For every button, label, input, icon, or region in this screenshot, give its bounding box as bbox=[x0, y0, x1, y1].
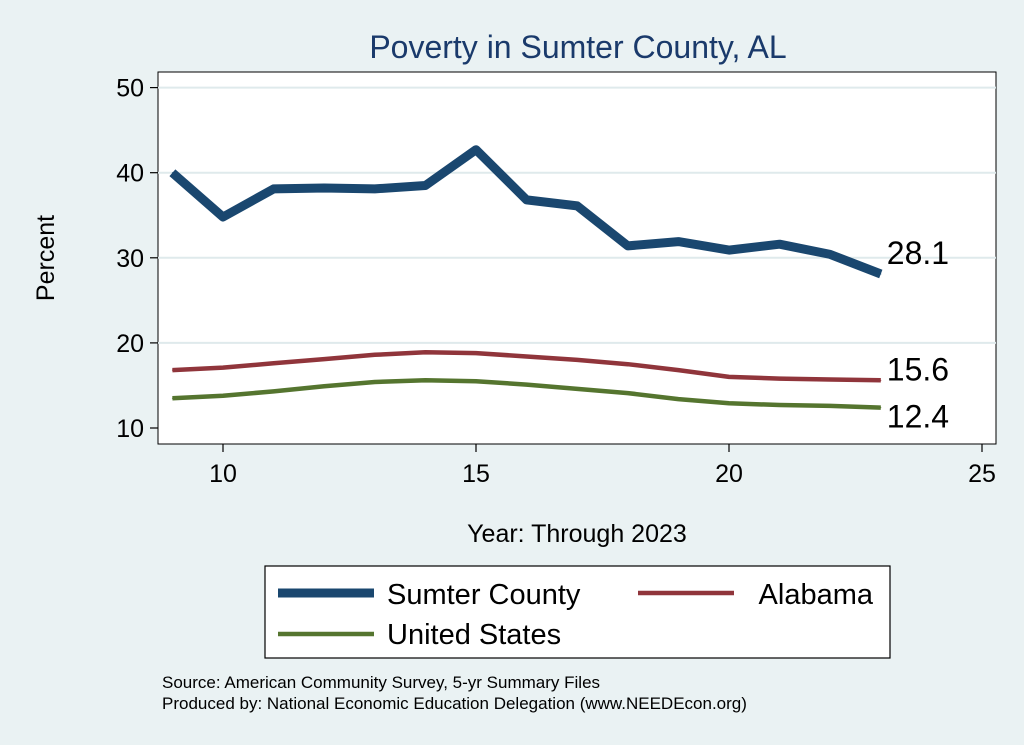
legend: Sumter County Alabama United States bbox=[264, 565, 891, 659]
x-tick-label: 10 bbox=[209, 460, 237, 488]
data-point-alabama bbox=[779, 378, 781, 380]
data-point-sumter-county bbox=[728, 249, 730, 251]
data-point-united-states bbox=[374, 381, 376, 383]
data-point-sumter-county bbox=[880, 273, 882, 275]
data-point-sumter-county bbox=[374, 188, 376, 190]
axes: 10 20 30 40 50 10 15 20 25 bbox=[116, 75, 996, 488]
data-point-alabama bbox=[728, 376, 730, 378]
gridlines bbox=[158, 86, 996, 344]
x-tick-label: 25 bbox=[968, 460, 996, 488]
data-point-alabama bbox=[627, 363, 629, 365]
data-point-united-states bbox=[627, 392, 629, 394]
data-point-alabama bbox=[526, 356, 528, 358]
legend-label-united-states: United States bbox=[387, 619, 561, 651]
data-point-sumter-county bbox=[424, 184, 426, 186]
data-point-alabama bbox=[576, 359, 578, 361]
data-point-sumter-county bbox=[576, 205, 578, 207]
x-tick-label: 15 bbox=[462, 460, 490, 488]
data-point-united-states bbox=[273, 390, 275, 392]
data-point-united-states bbox=[526, 384, 528, 386]
y-tick-label: 30 bbox=[116, 245, 144, 273]
data-point-sumter-county bbox=[475, 149, 477, 151]
legend-box bbox=[264, 565, 891, 659]
data-point-sumter-county bbox=[779, 243, 781, 245]
data-point-united-states bbox=[677, 398, 679, 400]
data-point-sumter-county bbox=[171, 172, 173, 174]
data-point-alabama bbox=[424, 351, 426, 353]
legend-label-alabama: Alabama bbox=[759, 579, 874, 611]
data-point-united-states bbox=[323, 385, 325, 387]
data-point-sumter-county bbox=[526, 199, 528, 201]
data-point-alabama bbox=[880, 379, 882, 381]
data-point-alabama bbox=[374, 354, 376, 356]
y-tick-label: 40 bbox=[116, 160, 144, 188]
y-tick-label: 10 bbox=[116, 415, 144, 443]
data-point-united-states bbox=[880, 407, 882, 409]
series-layer bbox=[169, 145, 883, 410]
data-point-united-states bbox=[171, 397, 173, 399]
data-point-alabama bbox=[677, 369, 679, 371]
source-note: Source: American Community Survey, 5-yr … bbox=[162, 673, 600, 692]
data-point-united-states bbox=[728, 402, 730, 404]
end-labels: 28.1 15.6 12.4 bbox=[887, 235, 949, 435]
producer-note: Produced by: National Economic Education… bbox=[162, 694, 747, 713]
chart-title: Poverty in Sumter County, AL bbox=[369, 29, 786, 65]
y-axis-title: Percent bbox=[32, 215, 60, 301]
end-label-sumter-county: 28.1 bbox=[887, 235, 949, 271]
data-point-sumter-county bbox=[829, 253, 831, 255]
end-label-alabama: 15.6 bbox=[887, 351, 949, 387]
data-point-sumter-county bbox=[222, 216, 224, 218]
data-point-united-states bbox=[779, 404, 781, 406]
data-point-sumter-county bbox=[273, 188, 275, 190]
data-point-sumter-county bbox=[323, 187, 325, 189]
data-point-united-states bbox=[222, 395, 224, 397]
x-axis-title: Year: Through 2023 bbox=[467, 520, 687, 548]
y-tick-label: 50 bbox=[116, 75, 144, 103]
x-tick-label: 20 bbox=[715, 460, 743, 488]
data-point-united-states bbox=[576, 388, 578, 390]
y-tick-label: 20 bbox=[116, 330, 144, 358]
data-point-alabama bbox=[171, 369, 173, 371]
data-point-alabama bbox=[475, 352, 477, 354]
data-point-alabama bbox=[273, 362, 275, 364]
data-point-united-states bbox=[829, 405, 831, 407]
legend-label-sumter-county: Sumter County bbox=[387, 579, 581, 611]
data-point-united-states bbox=[475, 380, 477, 382]
data-point-sumter-county bbox=[677, 241, 679, 243]
end-label-united-states: 12.4 bbox=[887, 399, 949, 435]
data-point-sumter-county bbox=[627, 245, 629, 247]
data-point-united-states bbox=[424, 379, 426, 381]
data-point-alabama bbox=[222, 367, 224, 369]
data-point-alabama bbox=[323, 358, 325, 360]
data-point-alabama bbox=[829, 378, 831, 380]
